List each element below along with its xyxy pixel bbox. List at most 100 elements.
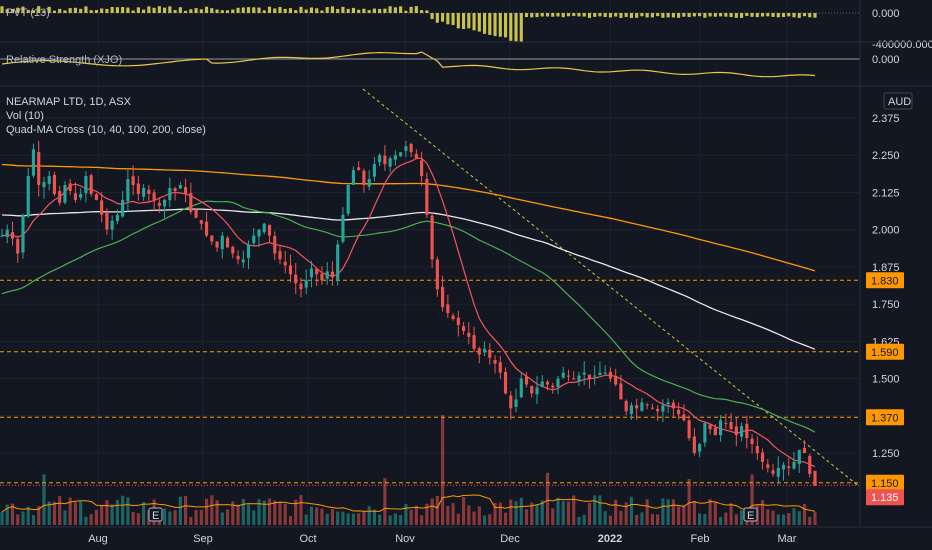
- volume-bar: [136, 513, 140, 525]
- candle-body: [645, 404, 649, 406]
- candle-body: [184, 187, 188, 194]
- candle-body: [750, 438, 754, 445]
- candle-body: [766, 464, 770, 468]
- pvt-bar: [278, 7, 282, 13]
- volume-legend[interactable]: Vol (10): [6, 110, 44, 122]
- pvt-bar: [142, 9, 146, 13]
- candle-body: [294, 274, 298, 284]
- candle-body: [430, 215, 434, 260]
- candle-body: [666, 402, 670, 405]
- symbol-title[interactable]: NEARMAP LTD, 1D, ASX: [6, 96, 132, 108]
- pvt-bar: [598, 13, 602, 17]
- pvt-bar: [519, 13, 523, 42]
- earnings-marker-1[interactable]: E: [148, 507, 163, 522]
- volume-bar: [241, 499, 245, 525]
- pvt-bar: [346, 8, 350, 13]
- candle-body: [351, 170, 355, 185]
- candle-body: [100, 200, 104, 215]
- volume-bar: [687, 479, 691, 525]
- level-tag-text: 1.590: [871, 347, 899, 359]
- volume-bar: [666, 499, 670, 525]
- pvt-bar: [304, 9, 308, 13]
- candle-body: [656, 408, 660, 412]
- volume-bar: [771, 510, 775, 525]
- pvt-bar: [37, 6, 41, 13]
- svg-text:E: E: [152, 510, 159, 522]
- pvt-bar: [488, 13, 492, 35]
- volume-bar: [37, 506, 41, 525]
- candle-body: [105, 212, 109, 230]
- candle-body: [84, 176, 88, 194]
- candle-body: [420, 160, 424, 177]
- candle-body: [225, 237, 230, 248]
- candle-body: [194, 209, 198, 218]
- volume-bar: [493, 502, 497, 525]
- pvt-bar: [341, 6, 345, 13]
- pvt-bar: [729, 13, 733, 18]
- pvt-bar: [582, 13, 586, 17]
- currency-badge[interactable]: AUD: [888, 96, 911, 108]
- volume-bar: [781, 514, 786, 525]
- volume-bar: [357, 513, 361, 525]
- volume-bar: [682, 505, 686, 525]
- volume-bar: [414, 505, 418, 525]
- rs-line: [1, 51, 816, 78]
- candle-body: [781, 464, 786, 470]
- pvt-bar: [624, 13, 628, 17]
- pvt-bar: [420, 10, 424, 13]
- pvt-bar: [194, 8, 198, 13]
- pvt-bar: [776, 13, 780, 18]
- candle-body: [47, 176, 51, 184]
- volume-bar: [168, 511, 172, 525]
- candle-body: [367, 179, 371, 187]
- grid-lines: [0, 0, 860, 527]
- time-axis[interactable]: Aug Sep Oct Nov Dec 2022 Feb Mar: [88, 533, 797, 545]
- volume-bar: [514, 501, 518, 525]
- candle-body: [671, 402, 675, 409]
- candle-body: [283, 261, 287, 266]
- last-price-text: 1.135: [871, 492, 899, 504]
- rs-pane[interactable]: Relative Strength (XJO) 0.000: [0, 51, 900, 78]
- volume-bar: [572, 495, 576, 525]
- trend-line[interactable]: [362, 88, 861, 488]
- volume-bar: [252, 510, 256, 525]
- earnings-marker-2[interactable]: E: [743, 507, 758, 522]
- volume-bar: [304, 514, 308, 525]
- volume-bar: [420, 515, 424, 525]
- volume-bar: [566, 501, 571, 525]
- volume-bar: [388, 515, 392, 525]
- candle-body: [110, 220, 114, 230]
- volume-bar: [10, 503, 15, 525]
- pvt-bar: [100, 8, 104, 13]
- candle-body: [341, 214, 345, 242]
- volume-bar: [142, 502, 146, 525]
- volume-bar: [31, 514, 36, 525]
- volume-bar: [231, 501, 235, 525]
- volume-bar: [808, 516, 812, 525]
- ma-legend[interactable]: Quad-MA Cross (10, 40, 100, 200, close): [6, 124, 206, 136]
- pvt-bar: [640, 13, 644, 17]
- volume-bar: [425, 503, 429, 525]
- volume-bar: [435, 496, 439, 525]
- pvt-bar: [252, 7, 256, 13]
- candle-body: [771, 470, 775, 474]
- volume-bar: [776, 514, 780, 525]
- pvt-bar: [136, 7, 140, 13]
- currency-badge-box[interactable]: [883, 92, 913, 110]
- volume-bar: [692, 500, 696, 525]
- volume-bar: [708, 499, 712, 525]
- candle-body: [503, 371, 508, 394]
- pvt-bar: [509, 13, 513, 41]
- pvt-bar: [808, 13, 812, 18]
- x-tick-label: Nov: [395, 533, 415, 545]
- y-tick-label: 2.000: [872, 225, 900, 237]
- volume-bar: [629, 496, 633, 525]
- candle-body: [315, 268, 319, 275]
- volume-bar: [246, 504, 251, 525]
- candle-body: [189, 192, 193, 212]
- volume-bar: [262, 500, 266, 525]
- pvt-bar: [121, 7, 125, 13]
- volume-bar: [52, 501, 57, 525]
- candle-body: [566, 375, 571, 377]
- pvt-bar: [236, 7, 240, 13]
